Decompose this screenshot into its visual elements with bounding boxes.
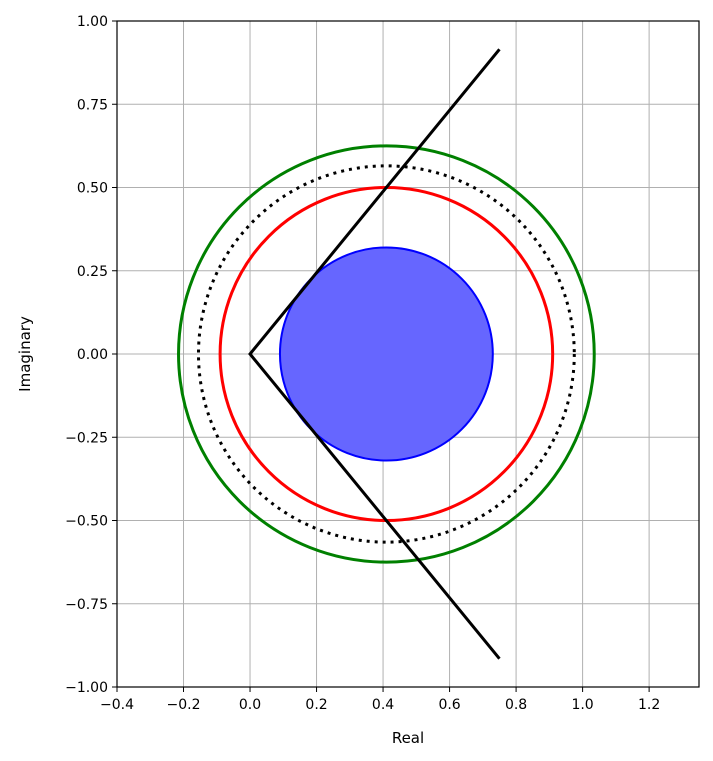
x-tick-label: 1.0 (571, 697, 593, 713)
x-axis-label: Real (392, 729, 424, 747)
x-tick-label: 0.8 (505, 697, 527, 713)
x-tick-label: 0.2 (305, 697, 327, 713)
x-tick-label: 0.0 (239, 697, 261, 713)
y-tick-label: 0.50 (77, 181, 108, 197)
y-axis-label: Imaginary (16, 316, 34, 392)
dotted-circle (196, 164, 576, 544)
y-tick-label: 1.00 (77, 14, 108, 30)
x-tick-label: −0.4 (100, 697, 134, 713)
y-tick-label: −0.75 (65, 597, 108, 613)
series-layer (177, 48, 596, 660)
y-tick-label: −0.50 (65, 514, 108, 530)
x-tick-label: −0.2 (167, 697, 201, 713)
y-tick-label: 0.75 (77, 97, 108, 113)
axis-ticks: −0.4 −0.2 0.0 0.2 0.4 0.6 0.8 1.0 1.2 1.00 0.75 0.5… (65, 14, 660, 713)
filled-disk (278, 246, 494, 462)
y-tick-label: −1.00 (65, 680, 108, 696)
circle-contour (177, 144, 596, 564)
x-tick-label: 1.2 (638, 697, 660, 713)
x-tick-label: 0.4 (372, 697, 394, 713)
x-tick-label: 0.6 (438, 697, 460, 713)
y-tick-label: −0.25 (65, 430, 108, 446)
wedge-lines (248, 48, 501, 660)
y-tick-label: 0.00 (77, 347, 108, 363)
y-tick-label: 0.25 (77, 264, 108, 280)
